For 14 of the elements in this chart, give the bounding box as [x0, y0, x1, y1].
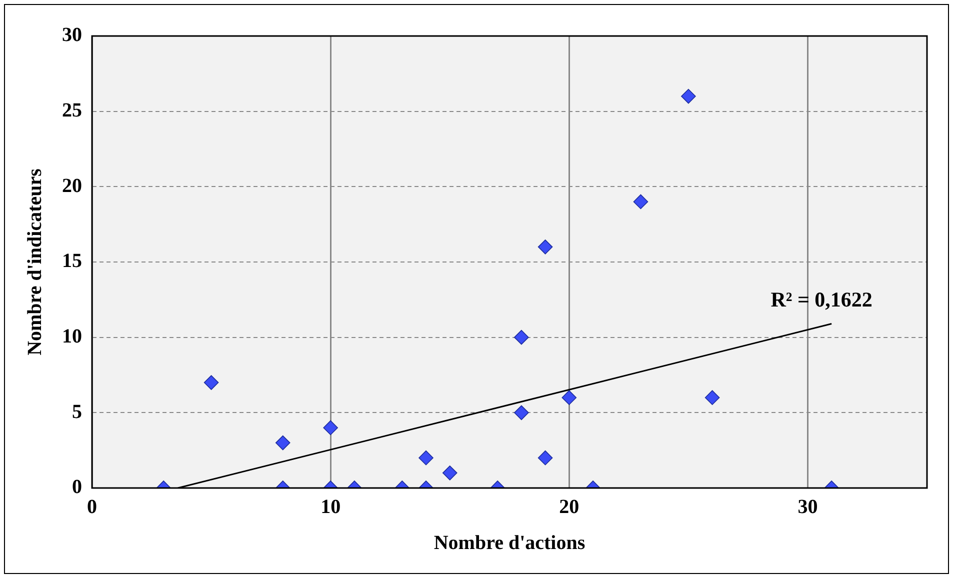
y-tick-label: 10 — [62, 326, 82, 348]
x-axis-title: Nombre d'actions — [434, 532, 586, 554]
y-tick-label: 20 — [62, 174, 82, 197]
y-axis-title: Nombre d'indicateurs — [24, 168, 46, 356]
y-tick-label: 5 — [72, 400, 82, 423]
x-tick-label: 20 — [559, 496, 580, 518]
y-tick-label: 15 — [62, 250, 82, 272]
annotation: R² = 0,1622 — [770, 288, 872, 312]
x-tick-label: 10 — [320, 496, 341, 518]
y-tick-label: 30 — [62, 24, 82, 46]
y-tick-label: 25 — [62, 100, 82, 122]
x-tick-label: 0 — [87, 496, 97, 518]
x-tick-label: 30 — [798, 496, 818, 518]
y-tick-label: 0 — [72, 476, 82, 498]
